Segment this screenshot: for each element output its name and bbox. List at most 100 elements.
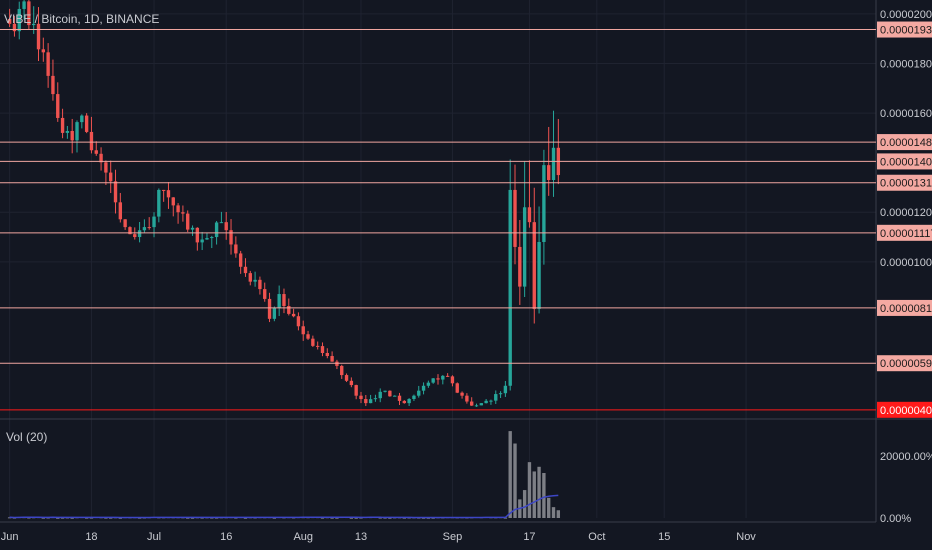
candle-body — [296, 316, 301, 327]
candle — [542, 149, 546, 265]
candle-body — [320, 346, 325, 353]
candle-body — [104, 162, 108, 173]
candle — [417, 385, 421, 398]
candle-body — [484, 400, 488, 404]
candle-body — [436, 378, 440, 380]
candle-body — [219, 222, 224, 224]
volume-bar — [60, 517, 65, 519]
level-price-label: 0.00001937 — [880, 25, 932, 37]
candle — [494, 390, 498, 404]
candle-body — [470, 401, 474, 406]
candle — [89, 116, 94, 154]
candle — [272, 306, 277, 322]
candle-body — [417, 390, 421, 396]
candle — [368, 394, 373, 404]
candle-body — [537, 241, 541, 309]
candle — [315, 341, 320, 350]
time-tick-label: Sep — [443, 531, 463, 543]
candle — [301, 320, 305, 341]
candle-body — [498, 393, 503, 395]
time-tick-label: 17 — [523, 531, 535, 543]
candle-body — [109, 172, 113, 182]
candle-body — [17, 8, 21, 32]
candle — [229, 219, 233, 255]
candle — [277, 285, 281, 317]
candle-body — [248, 273, 252, 282]
candle-body — [397, 395, 402, 401]
candle-body — [12, 23, 17, 32]
candle — [113, 169, 118, 214]
time-tick-label: Nov — [736, 531, 756, 543]
candle — [238, 250, 243, 274]
candle-body — [445, 375, 450, 377]
candle — [296, 312, 301, 331]
candle — [109, 160, 113, 194]
candle-body — [388, 390, 392, 397]
candle — [176, 203, 180, 224]
candle-body — [330, 356, 334, 362]
candle — [527, 160, 532, 228]
candle-body — [513, 189, 517, 247]
symbol-legend: VIBE / Bitcoin, 1D, BINANCE — [4, 12, 160, 26]
candle-body — [354, 385, 358, 396]
volume-pane: 20000.00% 0.00% — [7, 431, 932, 525]
candle-body — [190, 227, 195, 230]
candle — [70, 118, 74, 154]
candle-body — [176, 205, 180, 213]
time-tick-label: 15 — [658, 531, 670, 543]
volume-bar — [349, 517, 354, 519]
candle — [248, 270, 252, 286]
volume-bar — [537, 466, 541, 518]
candle-body — [311, 338, 315, 346]
candle — [27, 0, 31, 30]
candle — [441, 375, 445, 385]
grid — [0, 0, 876, 518]
volume-bar — [320, 517, 325, 519]
candle — [325, 348, 329, 359]
level-price-label-bg — [877, 299, 932, 316]
candle — [426, 380, 431, 388]
candle-body — [205, 238, 209, 240]
candle-body — [455, 383, 459, 393]
candle-body — [128, 227, 132, 235]
candle-body — [166, 190, 171, 198]
candle — [513, 164, 517, 265]
candle — [7, 8, 12, 28]
candle — [392, 395, 397, 397]
volume-bar — [513, 443, 517, 518]
candle-body — [65, 130, 70, 133]
level-price-label: 0.00000591 — [880, 358, 932, 370]
candle-body — [161, 189, 166, 191]
levels: 0.00001937 0.00001483 0.00001405 0.00001319… — [0, 21, 932, 418]
candle-body — [344, 375, 349, 381]
candle — [56, 82, 60, 122]
level-price-label-bg — [877, 355, 932, 372]
candle — [489, 399, 493, 405]
level-price-label-bg — [877, 174, 932, 191]
candle-body — [359, 395, 363, 400]
candle — [224, 211, 228, 240]
candle — [340, 364, 344, 379]
level-price-label: 0.00000814 — [880, 303, 932, 315]
level-price-label: 0.00001483 — [880, 137, 932, 149]
candle-body — [224, 222, 228, 231]
candle — [359, 391, 363, 404]
volume-bar — [508, 431, 512, 518]
candle-body — [282, 294, 286, 306]
candle-body — [99, 153, 103, 163]
volume-bar — [388, 517, 392, 519]
candle-body — [152, 216, 156, 228]
candle-body — [551, 147, 556, 181]
candle-body — [147, 227, 151, 229]
candle-body — [489, 400, 493, 402]
candle — [518, 220, 522, 305]
candle-body — [412, 395, 416, 400]
time-axis[interactable]: Jun 18 Jul 16 Aug 13 Sep 17 Oct 15 Nov — [1, 531, 757, 543]
candle-body — [75, 122, 79, 141]
candle — [118, 192, 123, 223]
candle — [291, 308, 296, 318]
